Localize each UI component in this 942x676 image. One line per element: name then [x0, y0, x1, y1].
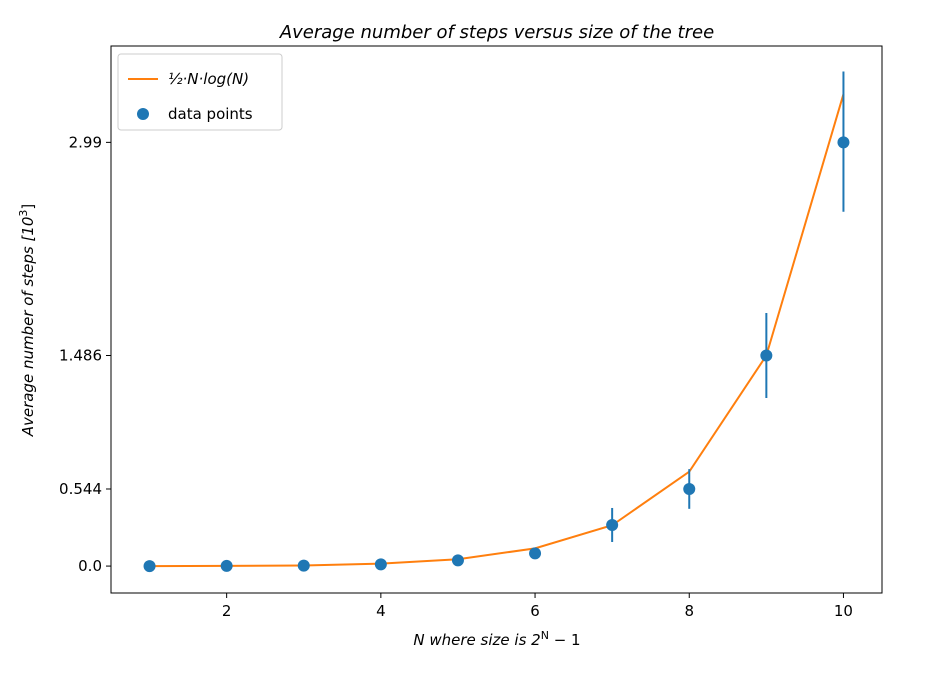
y-axis-label-tail: ]: [19, 204, 37, 210]
y-tick-label: 0.0: [78, 557, 102, 575]
x-axis-label-main: N where size is 2: [413, 631, 540, 649]
fit-line-series: [149, 93, 845, 568]
x-tick-label: 4: [376, 602, 386, 620]
y-tick-label: 2.99: [69, 133, 102, 151]
y-tick-label: 0.544: [59, 480, 102, 498]
data-point: [451, 554, 464, 567]
legend-points-label: data points: [168, 105, 253, 123]
data-point: [529, 547, 542, 560]
legend-points-swatch: [137, 108, 149, 120]
x-tick-label: 10: [834, 602, 853, 620]
data-point: [837, 136, 850, 149]
x-tick-label: 2: [222, 602, 232, 620]
y-axis-label: Average number of steps [103]: [17, 204, 37, 438]
data-point: [297, 559, 310, 572]
plot-frame: [110, 45, 883, 594]
data-point: [760, 349, 773, 362]
x-tick-label: 8: [684, 602, 694, 620]
chart-title: Average number of steps versus size of t…: [279, 22, 714, 43]
y-tick-label: 1.486: [59, 346, 102, 364]
data-point: [606, 518, 619, 531]
data-point: [143, 560, 156, 573]
x-axis-ticks: 2 4 6 8 10: [222, 593, 853, 620]
y-axis-label-main: Average number of steps [10: [19, 217, 37, 438]
x-axis-label: N where size is 2N − 1: [413, 629, 580, 649]
fit-line: [149, 93, 845, 568]
legend: ½·N·log(N) data points: [117, 53, 283, 131]
legend-box: [117, 53, 283, 131]
data-points-series: [143, 71, 850, 573]
x-axis-label-tail: − 1: [549, 631, 581, 649]
data-point: [374, 558, 387, 571]
data-point: [220, 559, 233, 572]
y-axis-ticks: 0.0 0.544 1.486 2.99: [59, 133, 111, 575]
x-tick-label: 6: [530, 602, 540, 620]
x-axis-label-sup: N: [541, 629, 549, 642]
legend-line-label: ½·N·log(N): [168, 70, 249, 88]
data-point: [683, 482, 696, 495]
y-axis-label-sup: 3: [17, 210, 30, 217]
